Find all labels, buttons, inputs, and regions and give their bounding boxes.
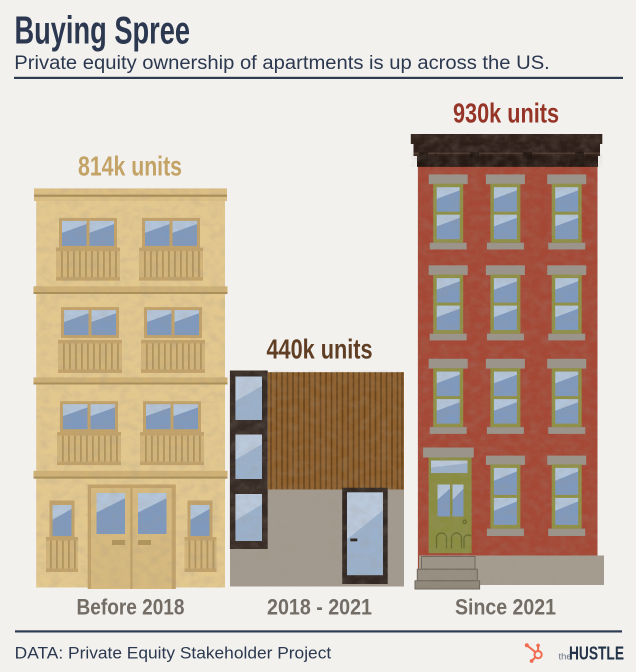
svg-text:Before 2018: Before 2018 (77, 594, 185, 619)
svg-text:440k units: 440k units (267, 334, 373, 365)
svg-text:DATA: Private Equity Stakehold: DATA: Private Equity Stakeholder Project (15, 644, 332, 662)
svg-text:2018 - 2021: 2018 - 2021 (267, 594, 372, 619)
svg-text:Private equity ownership of ap: Private equity ownership of apartments i… (14, 53, 550, 74)
svg-text:Since 2021: Since 2021 (455, 594, 556, 619)
svg-text:930k units: 930k units (453, 98, 559, 129)
svg-text:814k units: 814k units (78, 150, 182, 181)
svg-text:HUSTLE: HUSTLE (569, 643, 624, 664)
svg-text:Buying Spree: Buying Spree (15, 10, 191, 53)
svg-text:the: the (559, 651, 572, 662)
